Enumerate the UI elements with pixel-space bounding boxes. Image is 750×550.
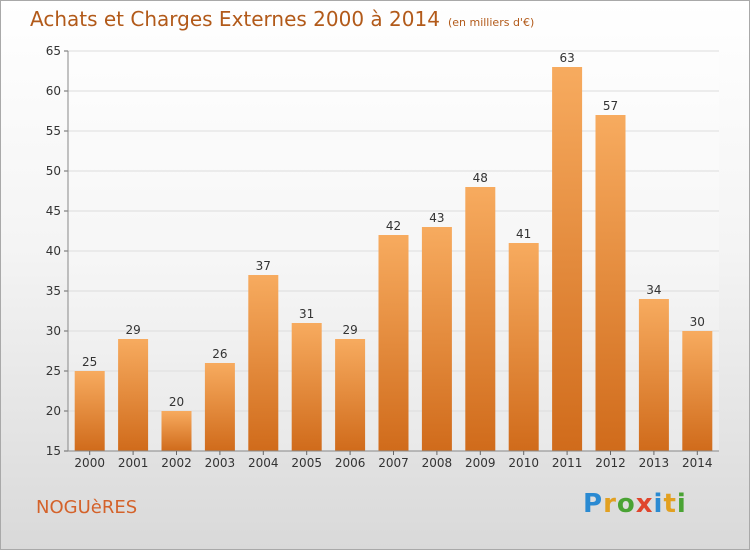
- bar-value-label: 63: [559, 51, 574, 65]
- y-tick-label: 55: [46, 124, 61, 138]
- x-tick-label: 2009: [465, 456, 496, 470]
- y-tick-label: 30: [46, 324, 61, 338]
- bar: [204, 363, 235, 451]
- bar: [118, 339, 149, 451]
- y-tick-label: 60: [46, 84, 61, 98]
- bar-value-label: 57: [603, 99, 618, 113]
- bar: [291, 323, 322, 451]
- bar: [74, 371, 105, 451]
- x-tick-label: 2014: [682, 456, 713, 470]
- y-axis: 15 20 25 30 35 40 45 50 55 60 65: [46, 44, 69, 458]
- x-tick-label: 2013: [639, 456, 670, 470]
- x-tick-label: 2011: [552, 456, 583, 470]
- x-tick-label: 2007: [378, 456, 409, 470]
- bar: [552, 67, 583, 451]
- x-tick-label: 2000: [74, 456, 105, 470]
- x-tick-label: 2002: [161, 456, 192, 470]
- bars: 25 29 20 26 37 31 29 42 43 48 41 63 57 34 30: [74, 51, 713, 451]
- commune-name: NOGUèRES: [36, 497, 138, 518]
- bar: [378, 235, 409, 451]
- bar-value-label: 34: [646, 283, 661, 297]
- chart-subtitle: (en milliers d'€): [447, 16, 535, 29]
- chart-title: Achats et Charges Externes 2000 à 2014 (e…: [30, 7, 534, 31]
- x-tick-label: 2005: [291, 456, 322, 470]
- x-axis: 2000 2001 2002 2003 2004 2005 2006 2007 2008 2009…: [68, 450, 719, 470]
- bar: [638, 299, 669, 451]
- y-tick-label: 65: [46, 44, 61, 58]
- bar: [421, 227, 452, 451]
- x-tick-label: 2012: [595, 456, 626, 470]
- proxiti-logo[interactable]: Proxiti: [583, 489, 687, 519]
- x-tick-label: 2004: [248, 456, 279, 470]
- bar-value-label: 20: [169, 395, 184, 409]
- bar-value-label: 30: [690, 315, 705, 329]
- bar-value-label: 41: [516, 227, 531, 241]
- x-tick-label: 2001: [118, 456, 149, 470]
- bar-value-label: 48: [473, 171, 488, 185]
- y-tick-label: 45: [46, 204, 61, 218]
- x-tick-label: 2003: [205, 456, 236, 470]
- bar: [508, 243, 539, 451]
- x-tick-label: 2008: [422, 456, 453, 470]
- x-tick-label: 2006: [335, 456, 366, 470]
- y-tick-label: 15: [46, 444, 61, 458]
- bar-value-label: 31: [299, 307, 314, 321]
- y-tick-label: 50: [46, 164, 61, 178]
- bar: [248, 275, 279, 451]
- chart-title-text: Achats et Charges Externes 2000 à 2014: [30, 7, 440, 31]
- x-tick-label: 2010: [508, 456, 539, 470]
- bar-value-label: 29: [342, 323, 357, 337]
- bar-value-label: 42: [386, 219, 401, 233]
- bar-value-label: 26: [212, 347, 227, 361]
- bar-value-label: 25: [82, 355, 97, 369]
- bar: [161, 411, 192, 451]
- bar: [335, 339, 366, 451]
- bar: [595, 115, 626, 451]
- bar: [682, 331, 713, 451]
- y-tick-label: 40: [46, 244, 61, 258]
- bar-value-label: 43: [429, 211, 444, 225]
- bar-value-label: 29: [125, 323, 140, 337]
- y-tick-label: 25: [46, 364, 61, 378]
- y-tick-label: 20: [46, 404, 61, 418]
- y-tick-label: 35: [46, 284, 61, 298]
- bar-value-label: 37: [256, 259, 271, 273]
- bar: [465, 187, 496, 451]
